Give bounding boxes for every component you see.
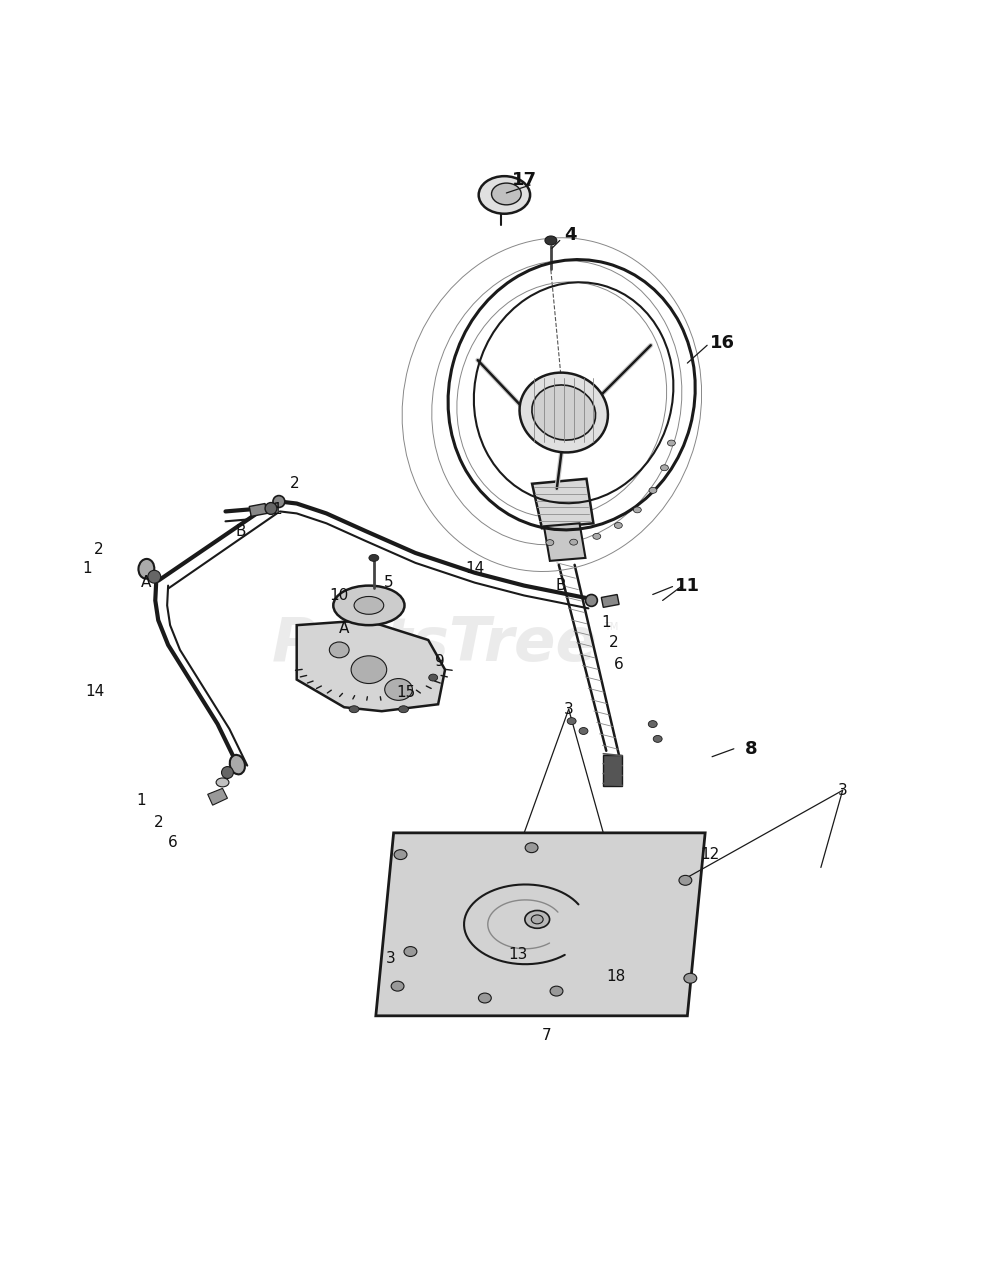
Ellipse shape [405, 947, 417, 956]
Ellipse shape [229, 755, 245, 774]
Text: 13: 13 [508, 947, 528, 963]
Ellipse shape [349, 705, 359, 713]
Text: 14: 14 [85, 684, 105, 699]
Text: 5: 5 [384, 575, 394, 590]
Text: A: A [141, 575, 151, 590]
Ellipse shape [479, 177, 530, 214]
Polygon shape [376, 833, 705, 1016]
Ellipse shape [399, 705, 408, 713]
Ellipse shape [525, 910, 550, 928]
Text: 4: 4 [565, 225, 577, 243]
Ellipse shape [354, 596, 384, 614]
Ellipse shape [546, 540, 554, 545]
Polygon shape [249, 503, 267, 516]
Ellipse shape [649, 721, 658, 727]
Ellipse shape [661, 465, 669, 471]
Ellipse shape [519, 372, 608, 452]
Text: 14: 14 [465, 562, 485, 576]
Ellipse shape [385, 678, 412, 700]
Text: 1: 1 [272, 502, 282, 517]
Ellipse shape [679, 876, 692, 886]
Ellipse shape [649, 488, 657, 493]
Text: 7: 7 [542, 1028, 552, 1043]
Text: 1: 1 [136, 792, 146, 808]
Ellipse shape [585, 594, 597, 607]
Ellipse shape [148, 571, 160, 584]
Ellipse shape [333, 586, 405, 625]
Polygon shape [532, 479, 593, 529]
Text: B: B [235, 524, 245, 539]
Ellipse shape [668, 440, 675, 445]
Ellipse shape [392, 982, 405, 991]
Text: 18: 18 [606, 969, 626, 984]
Ellipse shape [579, 727, 587, 735]
Text: 2: 2 [94, 541, 104, 557]
Text: 2: 2 [609, 635, 619, 650]
Text: PartsTree: PartsTree [272, 616, 598, 675]
Ellipse shape [614, 522, 622, 529]
Ellipse shape [592, 534, 600, 539]
Ellipse shape [138, 559, 154, 579]
Ellipse shape [531, 915, 543, 924]
Text: 6: 6 [168, 836, 178, 850]
Ellipse shape [550, 986, 563, 996]
Ellipse shape [222, 767, 233, 778]
Text: A: A [339, 621, 349, 636]
Ellipse shape [351, 655, 387, 684]
Polygon shape [544, 524, 585, 561]
Text: 8: 8 [746, 740, 758, 758]
Text: 3: 3 [386, 951, 396, 966]
Text: 2: 2 [290, 476, 300, 492]
Ellipse shape [369, 554, 379, 562]
Ellipse shape [329, 643, 349, 658]
Ellipse shape [492, 183, 521, 205]
Ellipse shape [394, 850, 407, 860]
Text: 11: 11 [674, 576, 700, 595]
Ellipse shape [265, 503, 277, 515]
Bar [603, 755, 622, 786]
Ellipse shape [532, 385, 595, 440]
Ellipse shape [479, 993, 492, 1004]
Ellipse shape [654, 736, 663, 742]
Ellipse shape [216, 778, 229, 787]
Ellipse shape [545, 236, 557, 244]
Ellipse shape [429, 675, 437, 681]
Text: 3: 3 [838, 783, 848, 797]
Text: 1: 1 [601, 614, 611, 630]
Polygon shape [297, 621, 445, 712]
Ellipse shape [273, 495, 285, 507]
Text: 3: 3 [564, 701, 574, 717]
Text: 1: 1 [82, 562, 92, 576]
Polygon shape [208, 788, 227, 805]
Text: 17: 17 [511, 172, 537, 189]
Text: 9: 9 [435, 654, 445, 669]
Ellipse shape [525, 842, 538, 852]
Text: 6: 6 [614, 657, 624, 672]
Text: B: B [556, 579, 566, 593]
Polygon shape [601, 594, 619, 608]
Text: 10: 10 [329, 588, 349, 603]
Text: 2: 2 [153, 815, 163, 831]
Text: 12: 12 [700, 847, 720, 863]
Ellipse shape [684, 973, 697, 983]
Ellipse shape [633, 507, 641, 513]
Text: TM: TM [604, 622, 618, 632]
Ellipse shape [570, 539, 578, 545]
Text: 15: 15 [396, 685, 415, 700]
Text: 16: 16 [709, 334, 735, 352]
Ellipse shape [567, 718, 576, 724]
